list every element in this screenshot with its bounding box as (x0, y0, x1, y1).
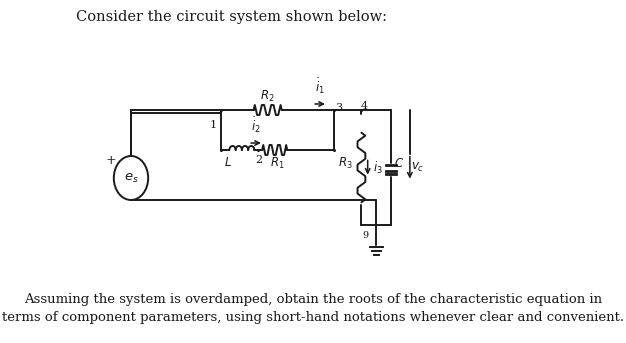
Text: $e_s$: $e_s$ (123, 172, 138, 185)
Text: 4: 4 (361, 101, 368, 111)
Text: 3: 3 (335, 103, 342, 113)
Text: $R_3$: $R_3$ (339, 156, 353, 171)
Text: $i_3$: $i_3$ (373, 159, 383, 176)
Text: +: + (105, 154, 116, 167)
Text: $\dot{i}_2$: $\dot{i}_2$ (251, 116, 261, 135)
Text: 9: 9 (362, 230, 369, 239)
Text: 2: 2 (255, 155, 262, 165)
Text: $v_c$: $v_c$ (411, 161, 425, 174)
Text: $R_2$: $R_2$ (260, 88, 275, 104)
Text: $C$: $C$ (394, 157, 404, 170)
Text: $R_1$: $R_1$ (270, 155, 284, 170)
Text: 1: 1 (210, 120, 217, 130)
Text: $L$: $L$ (224, 156, 232, 169)
Text: Consider the circuit system shown below:: Consider the circuit system shown below: (76, 10, 387, 24)
Text: $\dot{i}_1$: $\dot{i}_1$ (315, 76, 325, 96)
Text: Assuming the system is overdamped, obtain the roots of the characteristic equati: Assuming the system is overdamped, obtai… (2, 293, 624, 324)
